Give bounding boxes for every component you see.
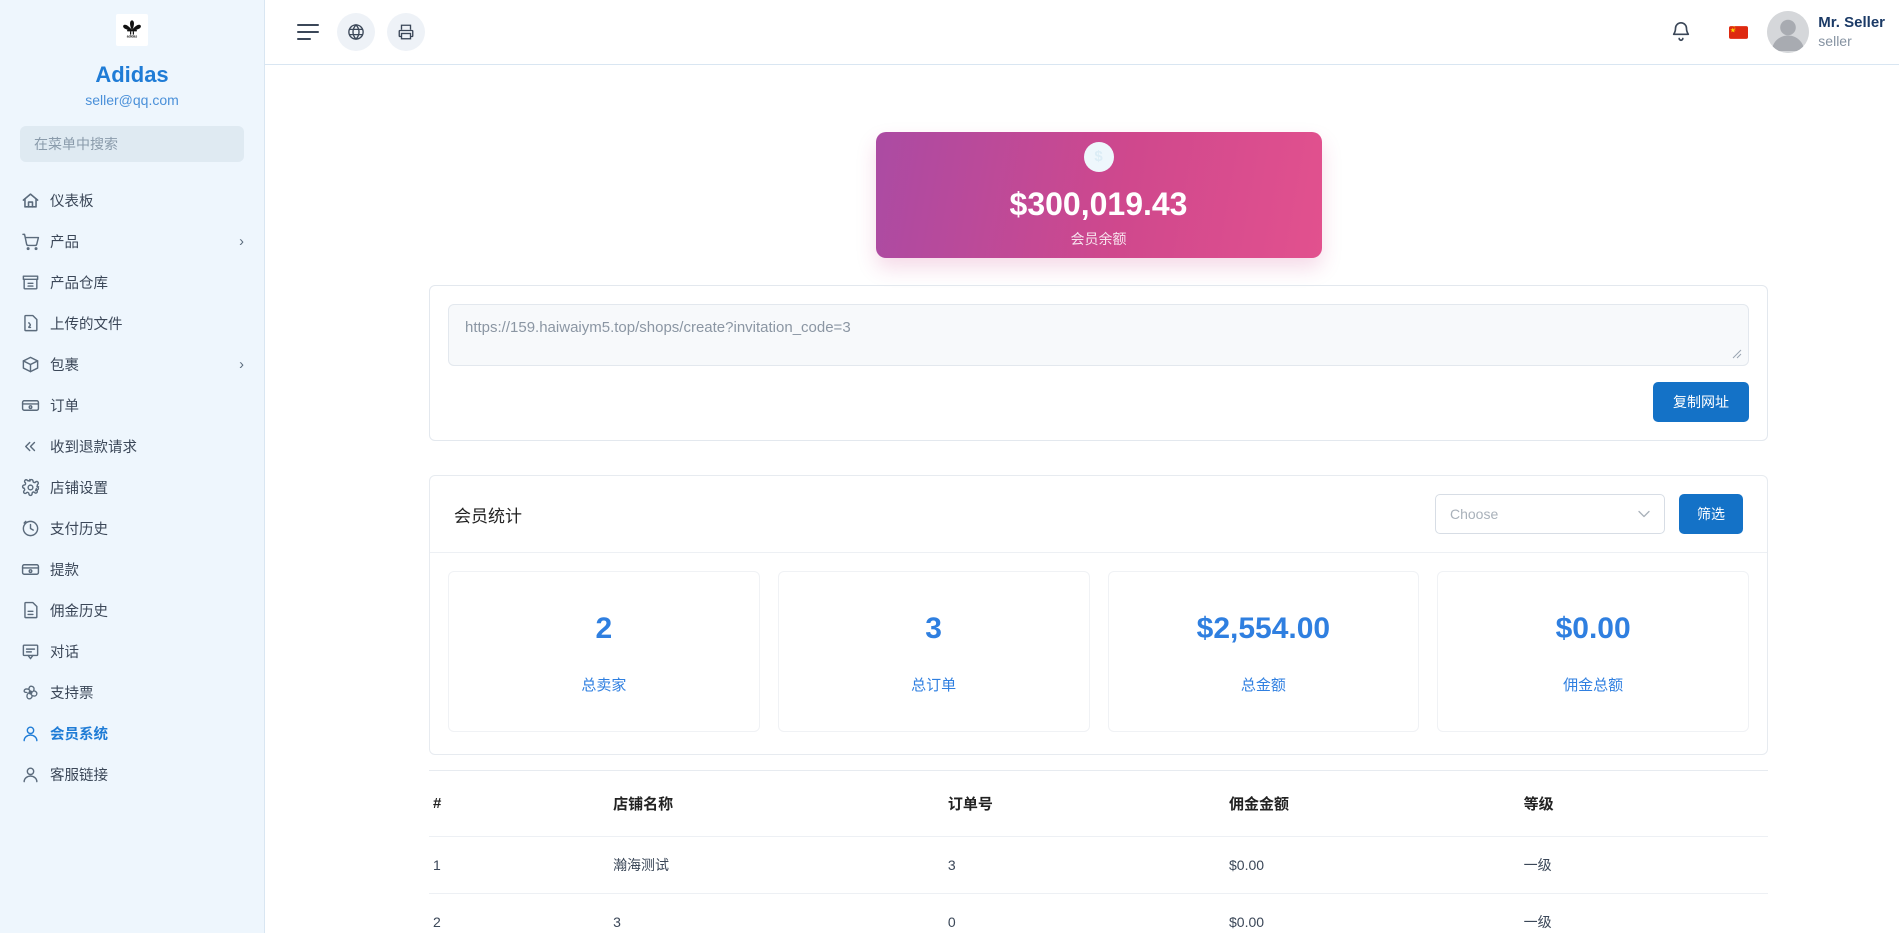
svg-text:adidas: adidas (127, 34, 138, 38)
